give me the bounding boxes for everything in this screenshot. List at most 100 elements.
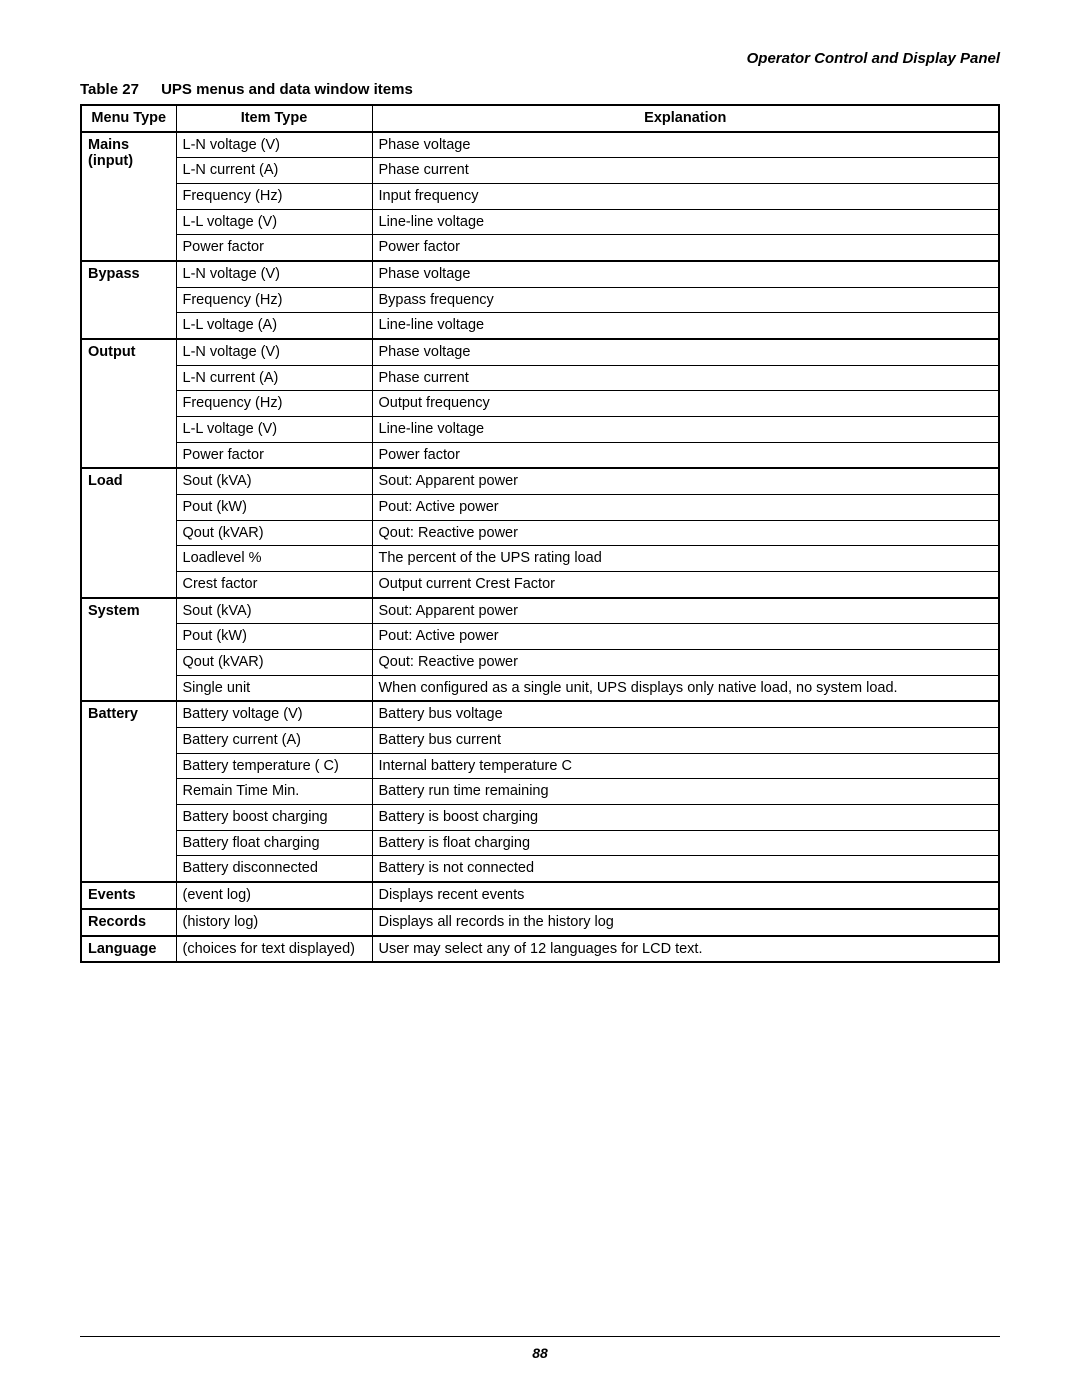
- menu-type-cell: System: [81, 598, 176, 702]
- table-row: Frequency (Hz)Bypass frequency: [81, 287, 999, 313]
- table-row: Single unitWhen configured as a single u…: [81, 675, 999, 701]
- explanation-cell: Output current Crest Factor: [372, 572, 999, 598]
- item-type-cell: Loadlevel %: [176, 546, 372, 572]
- table-row: Remain Time Min.Battery run time remaini…: [81, 779, 999, 805]
- explanation-cell: Input frequency: [372, 184, 999, 210]
- explanation-cell: Line-line voltage: [372, 313, 999, 339]
- item-type-cell: Qout (kVAR): [176, 520, 372, 546]
- item-type-cell: Sout (kVA): [176, 598, 372, 624]
- item-type-cell: L-N voltage (V): [176, 261, 372, 287]
- item-type-cell: L-N voltage (V): [176, 132, 372, 158]
- explanation-cell: Battery bus current: [372, 728, 999, 754]
- item-type-cell: L-L voltage (V): [176, 417, 372, 443]
- explanation-cell: Battery is float charging: [372, 830, 999, 856]
- table-row: OutputL-N voltage (V)Phase voltage: [81, 339, 999, 365]
- item-type-cell: Battery temperature ( C): [176, 753, 372, 779]
- item-type-cell: Sout (kVA): [176, 468, 372, 494]
- explanation-cell: Battery is not connected: [372, 856, 999, 882]
- table-row: L-L voltage (V)Line-line voltage: [81, 417, 999, 443]
- item-type-cell: Battery float charging: [176, 830, 372, 856]
- menu-type-cell: Events: [81, 882, 176, 909]
- explanation-cell: Phase current: [372, 158, 999, 184]
- menu-type-cell: Mains (input): [81, 132, 176, 261]
- table-row: Mains (input)L-N voltage (V)Phase voltag…: [81, 132, 999, 158]
- item-type-cell: L-N current (A): [176, 365, 372, 391]
- table-row: Frequency (Hz)Output frequency: [81, 391, 999, 417]
- explanation-cell: User may select any of 12 languages for …: [372, 936, 999, 963]
- item-type-cell: Remain Time Min.: [176, 779, 372, 805]
- explanation-cell: Sout: Apparent power: [372, 468, 999, 494]
- explanation-cell: Line-line voltage: [372, 417, 999, 443]
- table-row: Crest factorOutput current Crest Factor: [81, 572, 999, 598]
- table-row: Battery temperature ( C)Internal battery…: [81, 753, 999, 779]
- page: Operator Control and Display Panel Table…: [0, 0, 1080, 1397]
- explanation-cell: Internal battery temperature C: [372, 753, 999, 779]
- table-number: Table 27: [80, 81, 139, 98]
- explanation-cell: Phase current: [372, 365, 999, 391]
- table-row: Qout (kVAR)Qout: Reactive power: [81, 520, 999, 546]
- item-type-cell: Single unit: [176, 675, 372, 701]
- menu-type-cell: Output: [81, 339, 176, 468]
- item-type-cell: Pout (kW): [176, 495, 372, 521]
- explanation-cell: Battery is boost charging: [372, 805, 999, 831]
- explanation-cell: Battery bus voltage: [372, 701, 999, 727]
- table-row: Records(history log)Displays all records…: [81, 909, 999, 936]
- explanation-cell: Displays all records in the history log: [372, 909, 999, 936]
- explanation-cell: Displays recent events: [372, 882, 999, 909]
- item-type-cell: Frequency (Hz): [176, 391, 372, 417]
- col-menu-type: Menu Type: [81, 105, 176, 132]
- table-row: L-L voltage (A)Line-line voltage: [81, 313, 999, 339]
- table-row: Language(choices for text displayed)User…: [81, 936, 999, 963]
- item-type-cell: Battery current (A): [176, 728, 372, 754]
- table-row: Pout (kW)Pout: Active power: [81, 495, 999, 521]
- table-row: Power factorPower factor: [81, 235, 999, 261]
- explanation-cell: Pout: Active power: [372, 495, 999, 521]
- table-caption: Table 27 UPS menus and data window items: [80, 81, 1000, 98]
- table-row: BatteryBattery voltage (V)Battery bus vo…: [81, 701, 999, 727]
- menu-type-cell: Records: [81, 909, 176, 936]
- menu-type-cell: Battery: [81, 701, 176, 882]
- explanation-cell: Output frequency: [372, 391, 999, 417]
- item-type-cell: L-N current (A): [176, 158, 372, 184]
- explanation-cell: Phase voltage: [372, 261, 999, 287]
- menu-type-cell: Bypass: [81, 261, 176, 339]
- table-row: Events(event log)Displays recent events: [81, 882, 999, 909]
- table-header-row: Menu Type Item Type Explanation: [81, 105, 999, 132]
- item-type-cell: Frequency (Hz): [176, 184, 372, 210]
- menu-type-cell: Load: [81, 468, 176, 597]
- explanation-cell: Battery run time remaining: [372, 779, 999, 805]
- table-row: L-N current (A)Phase current: [81, 365, 999, 391]
- table-body: Mains (input)L-N voltage (V)Phase voltag…: [81, 132, 999, 963]
- explanation-cell: Phase voltage: [372, 132, 999, 158]
- footer-rule: [80, 1336, 1000, 1337]
- item-type-cell: Frequency (Hz): [176, 287, 372, 313]
- table-row: Power factorPower factor: [81, 442, 999, 468]
- col-item-type: Item Type: [176, 105, 372, 132]
- item-type-cell: Battery disconnected: [176, 856, 372, 882]
- explanation-cell: Power factor: [372, 442, 999, 468]
- item-type-cell: (choices for text displayed): [176, 936, 372, 963]
- table-row: Battery float chargingBattery is float c…: [81, 830, 999, 856]
- explanation-cell: Qout: Reactive power: [372, 520, 999, 546]
- table-row: Qout (kVAR)Qout: Reactive power: [81, 650, 999, 676]
- explanation-cell: Bypass frequency: [372, 287, 999, 313]
- table-row: Frequency (Hz)Input frequency: [81, 184, 999, 210]
- item-type-cell: Power factor: [176, 235, 372, 261]
- explanation-cell: When configured as a single unit, UPS di…: [372, 675, 999, 701]
- item-type-cell: L-L voltage (V): [176, 209, 372, 235]
- explanation-cell: Line-line voltage: [372, 209, 999, 235]
- table-row: Battery boost chargingBattery is boost c…: [81, 805, 999, 831]
- ups-menus-table: Menu Type Item Type Explanation Mains (i…: [80, 104, 1000, 963]
- item-type-cell: L-L voltage (A): [176, 313, 372, 339]
- item-type-cell: (event log): [176, 882, 372, 909]
- explanation-cell: Phase voltage: [372, 339, 999, 365]
- item-type-cell: Battery voltage (V): [176, 701, 372, 727]
- item-type-cell: Pout (kW): [176, 624, 372, 650]
- page-number: 88: [0, 1345, 1080, 1361]
- table-row: BypassL-N voltage (V)Phase voltage: [81, 261, 999, 287]
- table-row: Battery disconnectedBattery is not conne…: [81, 856, 999, 882]
- explanation-cell: The percent of the UPS rating load: [372, 546, 999, 572]
- table-row: Pout (kW)Pout: Active power: [81, 624, 999, 650]
- section-header: Operator Control and Display Panel: [80, 50, 1000, 67]
- item-type-cell: L-N voltage (V): [176, 339, 372, 365]
